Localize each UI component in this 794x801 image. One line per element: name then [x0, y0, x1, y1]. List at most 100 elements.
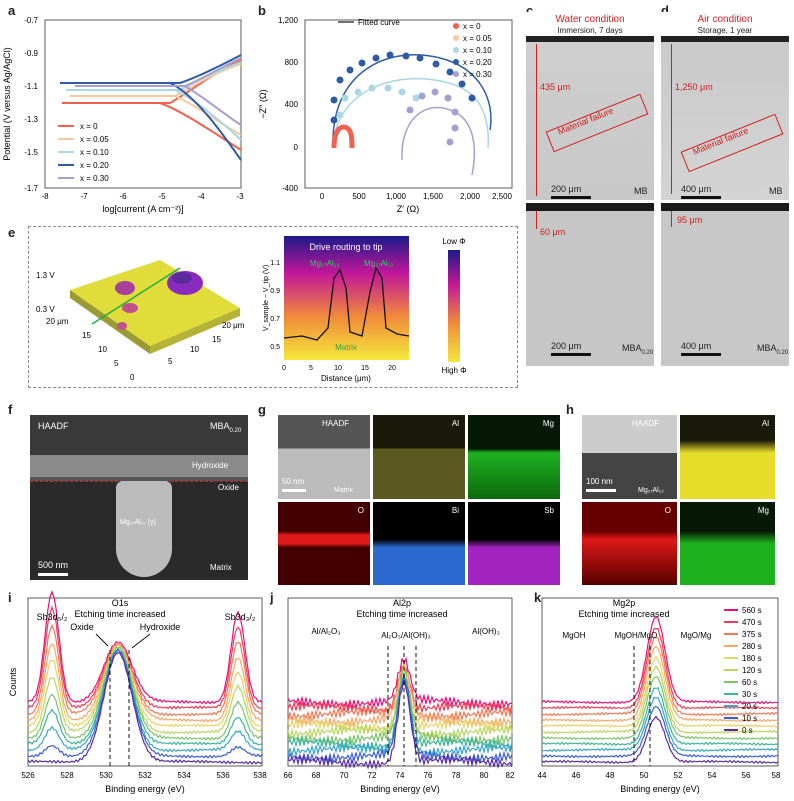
- f-oxide: Oxide: [218, 483, 239, 492]
- g-o-label: O: [357, 506, 364, 515]
- j-xtick: 74: [396, 771, 405, 780]
- panel-h-grid: HAADF 100 nm Mg₁₇Al₁₂ Al O Mg: [582, 415, 776, 585]
- b-legend: x = 0: [463, 22, 481, 31]
- k-subtitle: Etching time increased: [578, 609, 669, 619]
- b-ytick: 0: [294, 143, 299, 152]
- a-xlabel: log[current (A cm⁻²)]: [102, 204, 183, 214]
- k-legend-label: 30 s: [742, 690, 757, 699]
- e-matrix: Matrix: [335, 343, 357, 352]
- b-xtick: 2,500: [492, 192, 513, 201]
- a-ytick: -1.5: [24, 148, 38, 157]
- e-ytick: 0.9: [270, 288, 280, 295]
- g-al-map: Al: [373, 415, 465, 499]
- e-phase2: Mg₁₇Al₁₂: [364, 259, 393, 268]
- a-xtick: -8: [41, 192, 49, 201]
- i-xtick: 538: [253, 771, 267, 780]
- i-xtick: 536: [216, 771, 230, 780]
- k-legend-label: 560 s: [742, 606, 762, 615]
- k-l1: MgOH: [562, 631, 585, 640]
- e-tick-b: 5: [168, 357, 173, 366]
- d-tag-top: MB: [769, 186, 783, 196]
- h-scale: 100 nm: [586, 477, 613, 486]
- j-title: Al2p: [393, 598, 411, 608]
- xps-spectrum-line: [27, 646, 263, 741]
- a-ytick: -0.7: [24, 16, 38, 25]
- k-legend-label: 470 s: [742, 618, 762, 627]
- f-tag: MBA0.20: [210, 421, 242, 434]
- a-legend: x = 0.20: [80, 161, 109, 170]
- panel-k-letter: k: [534, 590, 542, 605]
- d-depth-top: 1,250 μm: [675, 82, 713, 92]
- k-xtick: 48: [606, 771, 615, 780]
- k-xtick: 54: [708, 771, 717, 780]
- j-l3: Al(OH)₃: [472, 627, 500, 636]
- xps-spectrum-line: [27, 648, 263, 759]
- k-xtick: 56: [742, 771, 751, 780]
- g-haadf: HAADF: [322, 419, 350, 428]
- xps-spectrum-line: [27, 623, 263, 717]
- e-xtick: 5: [309, 365, 313, 372]
- f-haadf: HAADF: [38, 421, 69, 431]
- j-xtick: 72: [368, 771, 377, 780]
- i-xtick: 532: [138, 771, 152, 780]
- panel-j-chart: Al2p Etching time increased Al/Al₂O₃ Al₂…: [284, 597, 515, 794]
- k-legend-label: 180 s: [742, 654, 762, 663]
- a-ytick: -1.1: [24, 82, 38, 91]
- k-xtick: 58: [772, 771, 781, 780]
- j-xtick: 66: [284, 771, 293, 780]
- g-haadf-map: HAADF 50 nm Matrix: [278, 415, 370, 499]
- b-ytick: 1,200: [278, 16, 299, 25]
- e-tick-b: 10: [190, 345, 199, 354]
- b-legend: x = 0.05: [463, 34, 492, 43]
- d-depth-bottom: 95 μm: [677, 215, 703, 225]
- e-xtick: 10: [334, 365, 342, 372]
- xps-spectrum-line: [541, 687, 779, 747]
- c-scale-bottom: 200 μm: [551, 341, 582, 351]
- a-ytick: -0.9: [24, 49, 38, 58]
- b-xtick: 0: [320, 192, 325, 201]
- a-xtick: -5: [158, 192, 166, 201]
- panel-c-letter: c: [526, 3, 534, 18]
- i-xtick: 530: [99, 771, 113, 780]
- panel-d-letter: d: [661, 3, 669, 18]
- panel-i-curves: [27, 590, 263, 765]
- panel-c-top-image: Water condition Immersion, 7 days 435 μm…: [526, 12, 654, 200]
- xps-spectrum-line: [27, 590, 263, 705]
- e-ytick: 0.7: [270, 316, 280, 323]
- f-hydroxide: Hydroxide: [192, 461, 229, 470]
- xps-spectrum-line: [287, 668, 513, 735]
- panel-b-letter: b: [258, 3, 266, 18]
- b-xtick: 500: [352, 192, 366, 201]
- panel-g-grid: HAADF 50 nm Matrix Al Mg O Bi Sb: [278, 415, 560, 585]
- panel-e-surface: 1.3 V 0.3 V 20 μm 20 μm 15 10 5 0 15 10 …: [36, 260, 245, 382]
- c-tag-top: MB: [634, 186, 648, 196]
- panel-d-top-image: Air condition Storage, 1 year 1,250 μm M…: [661, 12, 789, 200]
- panel-e-letter: e: [8, 225, 16, 240]
- xps-spectrum-line: [541, 628, 779, 710]
- g-scale: 50 nm: [282, 477, 305, 486]
- panel-i-letter: i: [8, 590, 12, 605]
- j-l2: Al₂O₃/Al(OH)₃: [381, 631, 431, 640]
- e-phase1: Mg₁₇Al₁₂: [310, 259, 339, 268]
- k-xlabel: Binding energy (eV): [620, 784, 700, 794]
- panel-k-curves: [541, 616, 779, 765]
- panel-a-chart: -0.7 -0.9 -1.1 -1.3 -1.5 -1.7 -8 -7 -6 -…: [2, 16, 244, 214]
- b-ylabel: −Z″ (Ω): [258, 89, 268, 118]
- xps-spectrum-line: [27, 605, 263, 710]
- k-legend-label: 20 s: [742, 702, 757, 711]
- panel-f-letter: f: [8, 402, 13, 417]
- panel-f-image: HAADF MBA0.20 Hydroxide Oxide Mg₁₇Al₁₂ (…: [30, 415, 248, 580]
- e-tick-a: 10: [98, 345, 107, 354]
- i-xtick: 534: [177, 771, 191, 780]
- c-depth-bottom: 60 μm: [540, 227, 566, 237]
- j-l1: Al/Al₂O₃: [311, 627, 340, 636]
- panel-c-bottom-image: 60 μm 200 μm MBA0.20: [526, 203, 654, 366]
- k-legend-label: 10 s: [742, 714, 757, 723]
- panel-k-chart: Mg2p Etching time increased MgOH MgOH/Mg…: [538, 597, 781, 794]
- e-z-top: 1.3 V: [36, 271, 55, 280]
- panel-b-chart: 1,200 800 400 0 -400 0 500 1,000 1,500 2…: [258, 16, 513, 214]
- j-xtick: 78: [452, 771, 461, 780]
- i-title: O1s: [112, 598, 129, 608]
- b-ytick: 400: [285, 100, 299, 109]
- h-haadf: HAADF: [632, 419, 660, 428]
